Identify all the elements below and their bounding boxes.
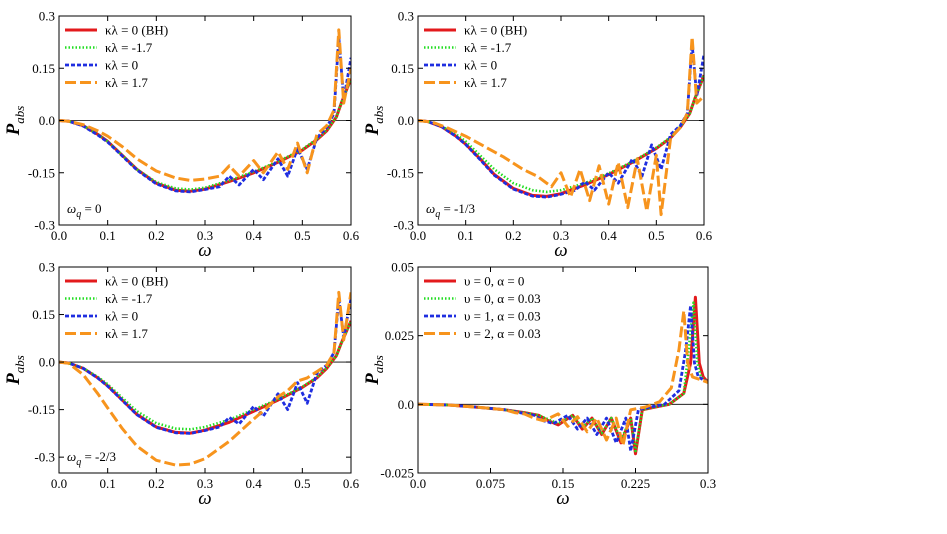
series-line-2 [418, 74, 704, 194]
chart-panel-top-right: 0.0 0.1 0.2 0.3 0.4 0.5 0.6 -0.3 -0.15 0.0 0.15 0.3… [362, 9, 713, 262]
y-axis-label: Pabs [362, 355, 386, 386]
x-tick-label: 0.1 [100, 476, 116, 491]
x-tick-label: 0.5 [294, 228, 310, 243]
series-line-4 [418, 35, 704, 217]
x-tick-label: 0.3 [197, 228, 213, 243]
x-tick-label: 0.6 [696, 228, 713, 243]
x-tick-label: 0.0 [410, 228, 426, 243]
y-tick-label: -0.3 [393, 218, 414, 233]
x-tick-label: 0.4 [246, 476, 263, 491]
x-tick-label: 0.0 [410, 476, 426, 491]
legend-label-3: κλ = 0 [464, 58, 497, 73]
y-tick-label: 0.05 [391, 260, 414, 275]
x-axis-label: ω [198, 240, 211, 261]
y-tick-label: 0.0 [398, 113, 414, 128]
series-line-4 [418, 309, 708, 447]
y-tick-label: 0.15 [32, 307, 55, 322]
x-tick-label: 0.1 [100, 228, 116, 243]
x-tick-label: 0.4 [246, 228, 263, 243]
legend-label-3: υ = 1, α = 0.03 [464, 309, 541, 324]
y-tick-label: 0.0 [398, 397, 414, 412]
panel-annotation: ωq = -2/3 [67, 449, 116, 468]
y-axis-label: Pabs [362, 106, 386, 137]
y-tick-label: -0.3 [34, 450, 55, 465]
x-tick-label: 0.0 [51, 476, 67, 491]
y-tick-label: 0.0 [39, 113, 55, 128]
x-tick-label: 0.1 [458, 228, 474, 243]
legend-label-2: κλ = -1.7 [105, 40, 153, 55]
series-line-1 [418, 295, 708, 456]
legend-label-2: υ = 0, α = 0.03 [464, 291, 541, 306]
legend-label-1: υ = 0, α = 0 [464, 274, 524, 289]
x-axis-label: ω [556, 488, 569, 509]
chart-panel-bottom-left: 0.0 0.1 0.2 0.3 0.4 0.5 0.6 -0.3 -0.15 0.0 0.15 0.3… [3, 260, 360, 510]
x-tick-label: 0.2 [505, 228, 521, 243]
series-group [59, 290, 351, 467]
series-group [418, 295, 708, 456]
plot-frame [58, 266, 352, 474]
legend-label-1: κλ = 0 (BH) [105, 274, 168, 289]
legend-label-4: κλ = 1.7 [105, 326, 148, 341]
y-tick-label: -0.025 [380, 466, 414, 481]
x-tick-label: 0.0 [51, 228, 67, 243]
y-tick-label: -0.3 [34, 218, 55, 233]
x-tick-label: 0.075 [476, 476, 505, 491]
y-tick-label: 0.3 [39, 260, 55, 275]
y-axis-label: Pabs [3, 355, 27, 386]
series-line-2 [59, 320, 351, 431]
series-line-4 [59, 290, 351, 467]
series-line-1 [418, 74, 704, 198]
legend-label-1: κλ = 0 (BH) [464, 23, 527, 38]
x-tick-label: 0.3 [197, 476, 213, 491]
legend-label-4: κλ = 1.7 [105, 75, 148, 90]
legend-label-4: κλ = 1.7 [464, 75, 507, 90]
series-line-3 [59, 35, 351, 194]
series-group [59, 28, 351, 194]
legend-label-1: κλ = 0 (BH) [105, 23, 168, 38]
y-axis-label: Pabs [3, 106, 27, 137]
panel-annotation: ωq = -1/3 [426, 201, 475, 220]
y-tick-label: 0.15 [32, 61, 55, 76]
y-tick-label: 0.0 [39, 355, 55, 370]
y-tick-label: 0.3 [39, 9, 55, 24]
x-axis-label: ω [198, 488, 211, 509]
y-tick-label: 0.3 [398, 9, 414, 24]
y-tick-label: -0.15 [28, 165, 55, 180]
series-line-2 [418, 301, 708, 453]
plot-frame [417, 266, 709, 474]
x-tick-label: 0.3 [700, 476, 716, 491]
chart-panel-top-left: 0.0 0.1 0.2 0.3 0.4 0.5 0.6 -0.3 -0.15 0.0 0.15 0.3… [3, 9, 360, 262]
x-tick-label: 0.4 [601, 228, 618, 243]
legend-label-3: κλ = 0 [105, 309, 138, 324]
series-line-2 [59, 78, 351, 191]
x-tick-label: 0.225 [621, 476, 650, 491]
y-tick-label: -0.15 [28, 402, 55, 417]
y-tick-label: -0.15 [387, 165, 414, 180]
legend-label-2: κλ = -1.7 [105, 291, 153, 306]
series-line-4 [59, 28, 351, 182]
x-tick-label: 0.6 [343, 476, 360, 491]
chart-panel-bottom-right: 0.0 0.075 0.15 0.225 0.3-0.0250.00.0250.05ωP… [362, 260, 716, 510]
legend-label-4: υ = 2, α = 0.03 [464, 326, 541, 341]
legend-label-2: κλ = -1.7 [464, 40, 512, 55]
x-tick-label: 0.2 [148, 228, 164, 243]
x-tick-label: 0.6 [343, 228, 360, 243]
series-line-3 [418, 304, 708, 453]
legend-label-3: κλ = 0 [105, 58, 138, 73]
x-tick-label: 0.15 [552, 476, 575, 491]
x-axis-label: ω [554, 240, 567, 261]
x-tick-label: 0.5 [294, 476, 310, 491]
panel-annotation: ωq = 0 [67, 201, 102, 220]
x-tick-label: 0.3 [553, 228, 569, 243]
y-tick-label: 0.15 [391, 61, 414, 76]
series-group [418, 35, 704, 217]
x-tick-label: 0.5 [648, 228, 664, 243]
y-tick-label: 0.025 [385, 328, 414, 343]
x-tick-label: 0.2 [148, 476, 164, 491]
series-line-3 [59, 297, 351, 435]
